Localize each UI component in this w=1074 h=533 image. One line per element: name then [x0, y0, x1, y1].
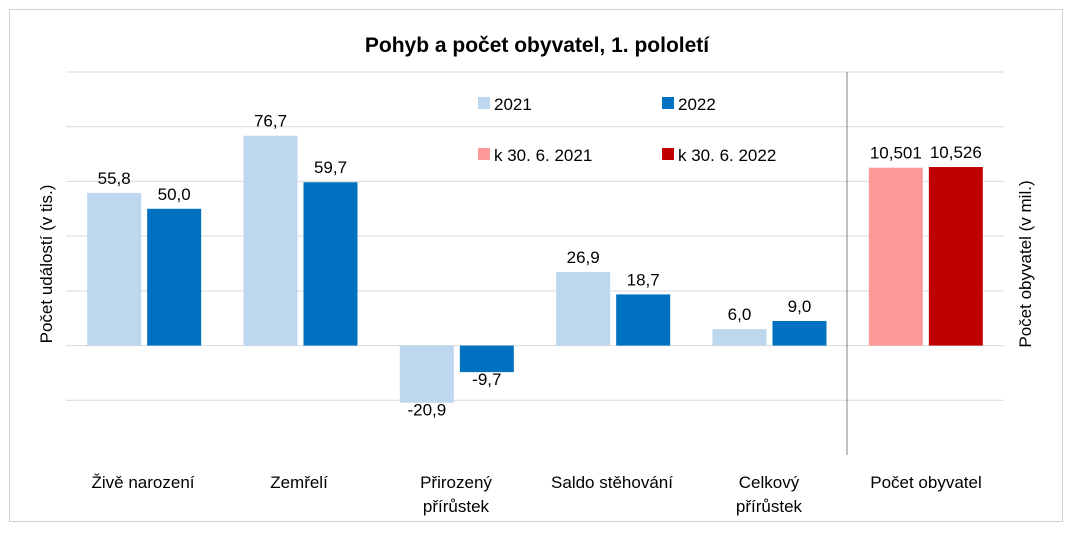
category-label-celkovy-prirustek-line2: přírůstek [736, 497, 803, 516]
bar-population-2 [928, 167, 983, 346]
legend-swatch-2021-population [478, 148, 490, 160]
category-label-prirozeny-prirustek-line1: Přirozený [420, 473, 492, 492]
category-label-saldo-stehovani: Saldo stěhování [551, 473, 673, 492]
data-label-2021-4: 26,9 [567, 248, 600, 267]
data-label-2022-3: -9,7 [472, 370, 501, 389]
data-label-2022-1: 50,0 [158, 185, 191, 204]
data-label-2022-2: 59,7 [314, 158, 347, 177]
legend-label-2021-population: k 30. 6. 2021 [494, 146, 592, 165]
data-label-population-2: 10,526 [930, 143, 982, 162]
data-label-2022-5: 9,0 [788, 297, 812, 316]
bar-2021-2 [243, 135, 298, 346]
legend-label-2022: 2022 [678, 95, 716, 114]
data-label-2021-1: 55,8 [98, 169, 131, 188]
bar-2022-2 [303, 182, 358, 346]
category-label-pocet-obyvatel: Počet obyvatel [870, 473, 982, 492]
data-labels: 55,8 50,0 76,7 59,7 -20,9 -9,7 26,9 18,7 6,0 9,0 1… [98, 112, 982, 420]
legend-swatch-2022 [662, 97, 674, 109]
category-label-celkovy-prirustek-line1: Celkový [739, 473, 800, 492]
bar-2021-5 [712, 329, 767, 346]
bar-population-1 [868, 167, 923, 346]
bar-2022-4 [616, 294, 671, 346]
legend-label-2021: 2021 [494, 95, 532, 114]
data-label-2021-3: -20,9 [407, 401, 446, 420]
data-label-2021-2: 76,7 [254, 112, 287, 131]
category-label-prirozeny-prirustek-line2: přírůstek [423, 497, 490, 516]
chart-title: Pohyb a počet obyvatel, 1. pololetí [365, 34, 710, 57]
bar-2021-1 [87, 192, 142, 346]
bar-2022-5 [772, 320, 827, 346]
bar-2021-4 [556, 271, 611, 346]
bar-2022-3 [459, 345, 514, 373]
legend-swatch-2021 [478, 97, 490, 109]
legend-label-2022-population: k 30. 6. 2022 [678, 146, 776, 165]
bars [87, 135, 983, 403]
category-label-zemreli: Zemřelí [270, 473, 328, 492]
y-axis-title: Počet událostí (v tis.) [37, 185, 56, 344]
legend-swatch-2022-population [662, 148, 674, 160]
data-label-2021-5: 6,0 [728, 305, 752, 324]
gridlines [66, 71, 1004, 401]
y-axis-title-right: Počet obyvatel (v mil.) [1016, 180, 1035, 347]
bar-2022-1 [147, 208, 202, 346]
category-label-zive-narozeni: Živě narození [92, 473, 195, 492]
bar-2021-3 [399, 345, 454, 403]
data-label-population-1: 10,501 [870, 144, 922, 163]
data-label-2022-4: 18,7 [627, 270, 660, 289]
